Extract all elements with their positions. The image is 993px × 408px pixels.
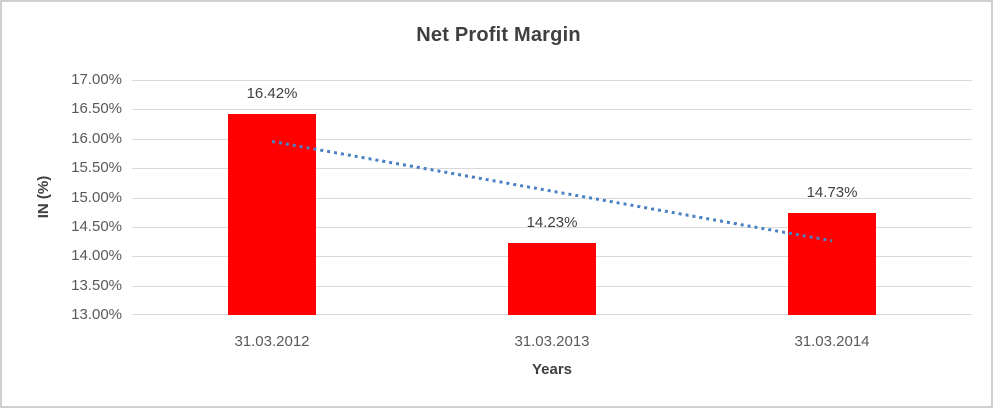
y-axis-tick: 13.00% [71, 306, 122, 323]
bar-value-label: 16.42% [246, 85, 298, 103]
gridline [132, 139, 972, 140]
x-axis-tick: 31.03.2012 [234, 333, 310, 350]
y-axis-tick: 15.50% [71, 159, 122, 176]
gridline [132, 227, 972, 228]
x-axis-tick: 31.03.2013 [514, 333, 590, 350]
gridline [132, 80, 972, 81]
x-axis-title: Years [531, 361, 573, 378]
bar [788, 213, 876, 315]
gridline [132, 109, 972, 110]
bar-value-label: 14.23% [526, 213, 578, 231]
x-axis-tick: 31.03.2014 [794, 333, 870, 350]
y-axis-tick: 14.00% [71, 247, 122, 264]
gridline [132, 168, 972, 169]
y-axis-tick: 13.50% [71, 277, 122, 294]
chart-title: Net Profit Margin [416, 24, 581, 46]
bar [228, 114, 316, 315]
y-axis-tick-labels: 17.00% 16.50% 16.00% 15.50% 15.00% 14.50… [2, 71, 991, 323]
bar [508, 242, 596, 315]
plot-area: 16.42% 14.23% 14.73% [132, 80, 972, 315]
y-axis-tick: 16.50% [71, 100, 122, 117]
y-axis-tick: 15.00% [71, 189, 122, 206]
gridline [132, 198, 972, 199]
y-axis-tick: 16.00% [71, 130, 122, 147]
y-axis-tick: 17.00% [71, 71, 122, 88]
bar-value-label: 14.73% [806, 184, 858, 202]
y-axis-tick: 14.50% [71, 218, 122, 235]
